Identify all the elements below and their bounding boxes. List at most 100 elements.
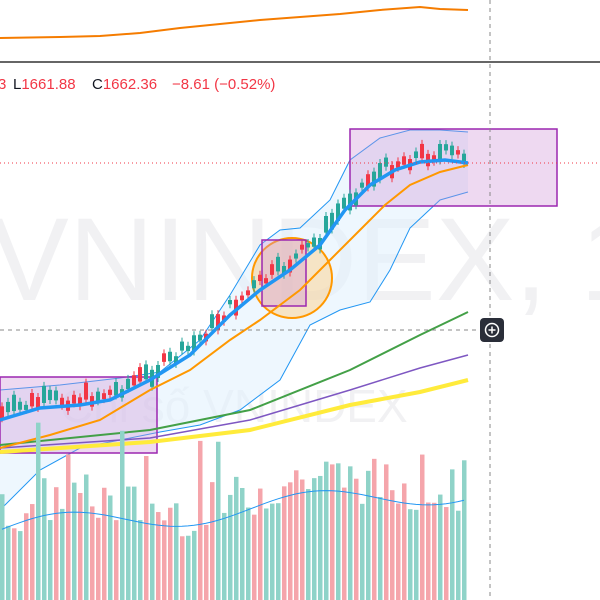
volume-bar bbox=[300, 479, 305, 600]
ma-blue bbox=[0, 158, 469, 422]
candle-body bbox=[72, 394, 76, 404]
candle-body bbox=[270, 264, 274, 275]
candle-body bbox=[54, 390, 58, 401]
candle-body bbox=[174, 356, 178, 364]
legend-cut-value: 3 bbox=[0, 76, 6, 93]
ma-purple bbox=[0, 354, 469, 449]
volume-bar bbox=[336, 463, 341, 600]
volume-bar bbox=[144, 456, 149, 600]
volume-bar bbox=[234, 476, 239, 600]
candle-body bbox=[48, 389, 52, 401]
highlight-box bbox=[349, 128, 558, 207]
candle-body bbox=[420, 143, 424, 159]
volume-bar bbox=[402, 483, 407, 600]
volume-bar bbox=[18, 531, 23, 600]
volume-bar bbox=[108, 495, 113, 600]
candle-body bbox=[162, 353, 166, 362]
candle-body bbox=[108, 389, 112, 395]
volume-bar bbox=[276, 503, 281, 600]
candle-body bbox=[126, 378, 130, 390]
candle-body bbox=[258, 274, 262, 282]
candle-body bbox=[96, 391, 100, 402]
candle-body bbox=[288, 259, 292, 273]
candle-body bbox=[216, 314, 220, 331]
legend: 3 L1661.88 C1662.36 −8.61 (−0.52%) bbox=[0, 76, 275, 93]
candle-body bbox=[252, 280, 256, 289]
candle-body bbox=[144, 364, 148, 380]
candle-body bbox=[330, 212, 334, 230]
volume-bar bbox=[456, 510, 461, 600]
volume-bar bbox=[222, 512, 227, 600]
ma-yellow bbox=[0, 378, 469, 454]
candle-body bbox=[192, 335, 196, 352]
volume-bar bbox=[384, 464, 389, 600]
volume-bar bbox=[162, 520, 167, 600]
top-indicator-line bbox=[0, 5, 469, 39]
volume-bar bbox=[264, 508, 269, 600]
volume-ma bbox=[1, 490, 465, 530]
ma-green bbox=[0, 311, 469, 446]
bollinger-fill bbox=[0, 130, 468, 510]
volume-bar bbox=[348, 466, 353, 600]
volume-bar bbox=[132, 486, 137, 600]
candle-body bbox=[138, 367, 142, 382]
volume-bar bbox=[450, 469, 455, 600]
volume-bar bbox=[318, 475, 323, 600]
legend-low-label: L bbox=[13, 76, 21, 93]
volume-bar bbox=[426, 502, 431, 600]
volume-bar bbox=[462, 460, 467, 600]
candle-body bbox=[366, 174, 370, 188]
volume-bar bbox=[198, 440, 203, 600]
volume-bar bbox=[360, 503, 365, 600]
candle-body bbox=[342, 197, 346, 209]
candle-body bbox=[198, 334, 202, 341]
candle-body bbox=[78, 397, 82, 407]
candle-body bbox=[414, 151, 418, 159]
volume-bar bbox=[444, 507, 449, 600]
volume-bar bbox=[294, 470, 299, 600]
volume-bar bbox=[210, 482, 215, 600]
volume-bar bbox=[330, 464, 335, 600]
add-button[interactable] bbox=[480, 318, 504, 342]
volume-bar bbox=[84, 474, 89, 600]
volume-bar bbox=[48, 520, 53, 600]
candle-body bbox=[312, 237, 316, 247]
price-pane bbox=[0, 128, 558, 600]
candle-body bbox=[336, 203, 340, 221]
candle-body bbox=[438, 143, 442, 161]
candle-body bbox=[180, 341, 184, 351]
volume-bar bbox=[432, 502, 437, 600]
volume-bar bbox=[72, 482, 77, 600]
volume-bar bbox=[42, 478, 47, 600]
candle-body bbox=[84, 382, 88, 400]
candle-body bbox=[276, 256, 280, 272]
volume-bar bbox=[96, 517, 101, 600]
candle-body bbox=[372, 171, 376, 187]
volume-bar bbox=[288, 482, 293, 600]
candle-body bbox=[186, 345, 190, 352]
volume-bar bbox=[186, 535, 191, 600]
legend-close-label: C bbox=[92, 76, 103, 93]
volume-bar bbox=[396, 503, 401, 600]
candle-body bbox=[450, 145, 454, 156]
legend-close: 1662.36 bbox=[103, 76, 157, 93]
candle-body bbox=[348, 193, 352, 211]
volume-bar bbox=[156, 512, 161, 600]
volume-bar bbox=[240, 488, 245, 600]
volume-bar bbox=[114, 520, 119, 600]
volume-bar bbox=[36, 422, 41, 600]
candle-body bbox=[0, 406, 4, 419]
volume-bar bbox=[258, 488, 263, 600]
volume-bar bbox=[180, 536, 185, 600]
volume-bar bbox=[54, 487, 59, 600]
volume-bar bbox=[90, 506, 95, 600]
volume-bar bbox=[204, 524, 209, 600]
volume-bar bbox=[216, 441, 221, 600]
candle-body bbox=[246, 290, 250, 296]
volume-bar bbox=[252, 514, 257, 600]
volume-bar bbox=[138, 520, 143, 600]
candle-body bbox=[300, 244, 304, 250]
volume-bar bbox=[372, 458, 377, 600]
volume-bar bbox=[78, 492, 83, 600]
